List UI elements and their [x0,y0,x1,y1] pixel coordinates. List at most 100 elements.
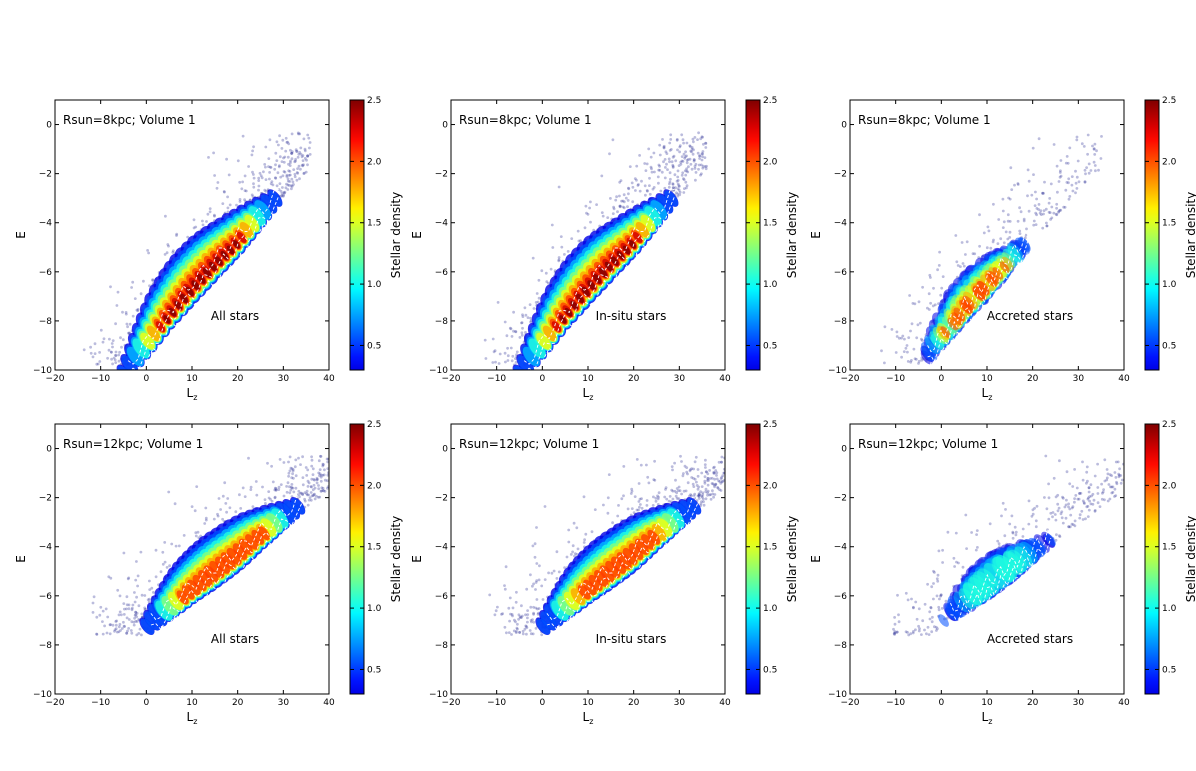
star-point [1052,143,1056,146]
star-point [1000,514,1003,518]
star-point [326,486,329,490]
star-point [269,182,273,186]
star-point [611,521,614,525]
contour-line [144,209,280,370]
star-point [676,175,680,179]
star-point [1070,522,1074,526]
star-point [193,509,197,513]
density-blob [251,529,265,545]
star-point [1061,521,1065,525]
star-point [91,601,95,605]
star-point [627,192,630,196]
star-point [497,362,501,365]
star-point [289,148,292,152]
x-tick-label: 30 [674,698,686,708]
star-point [665,152,669,156]
star-point [895,630,899,634]
star-point [326,460,329,464]
density-blob [132,338,150,359]
star-point [954,234,958,237]
x-tick-label: 40 [323,698,335,708]
star-point [584,204,588,208]
star-point [622,200,626,204]
star-point [125,607,128,611]
star-point [644,193,647,197]
star-point [287,174,291,177]
star-point [275,159,279,163]
star-point [294,458,298,462]
star-point [1041,191,1045,195]
density-marks [880,133,1103,370]
star-point [612,205,615,209]
star-point [1085,505,1089,509]
star-point [1037,208,1040,211]
star-point [593,508,597,511]
star-point [136,574,140,578]
star-point [247,165,251,168]
star-point [130,620,134,624]
star-point [1090,494,1093,498]
density-blob [140,618,155,635]
star-point [514,600,518,604]
star-point [1086,133,1090,137]
star-point [704,487,708,491]
star-point [296,167,299,171]
star-point [658,143,662,147]
star-point [205,220,208,223]
star-point [700,158,704,162]
star-point [1049,182,1053,186]
star-point [720,455,724,459]
star-point [1074,494,1078,497]
star-point [973,252,977,256]
star-point [658,153,662,157]
star-point [1054,212,1058,216]
star-point [323,489,327,493]
star-point [257,179,261,183]
star-point [1037,203,1041,206]
star-point [301,455,304,459]
star-point [696,474,700,478]
star-point [523,306,527,310]
x-tick-label: 0 [143,698,149,708]
star-point [1099,157,1103,160]
y-tick-label: 0 [46,445,52,455]
star-point [630,507,634,510]
star-point [536,300,540,304]
star-point [654,496,658,500]
y-tick-label: −4 [39,219,53,229]
density-blob [167,591,184,611]
star-point [656,494,659,498]
star-point [689,149,693,153]
x-tick-label: 30 [278,698,290,708]
y-axis-label: E [809,231,823,239]
star-point [1108,497,1112,501]
density-blob [544,604,564,626]
star-point [326,485,329,489]
star-point [290,467,294,471]
density-blob [622,547,638,565]
star-point [243,189,247,193]
star-point [268,177,271,181]
star-point [1016,182,1020,185]
y-tick-label: −8 [39,317,53,327]
star-point [109,623,112,626]
star-point [126,331,130,335]
star-point [518,336,522,339]
star-point [308,496,312,499]
star-point [1045,224,1049,228]
star-point [626,199,630,202]
star-point [576,547,580,551]
star-point [117,625,121,629]
star-point [552,569,556,573]
star-point [682,191,686,194]
star-point [493,613,497,617]
star-point [1058,459,1061,463]
star-point [939,593,943,597]
star-point [228,203,232,207]
population-label: In-situ stars [596,309,667,323]
star-point [595,203,598,207]
star-point [940,286,944,290]
star-point [108,632,112,636]
star-point [126,629,129,633]
star-point [600,174,604,178]
